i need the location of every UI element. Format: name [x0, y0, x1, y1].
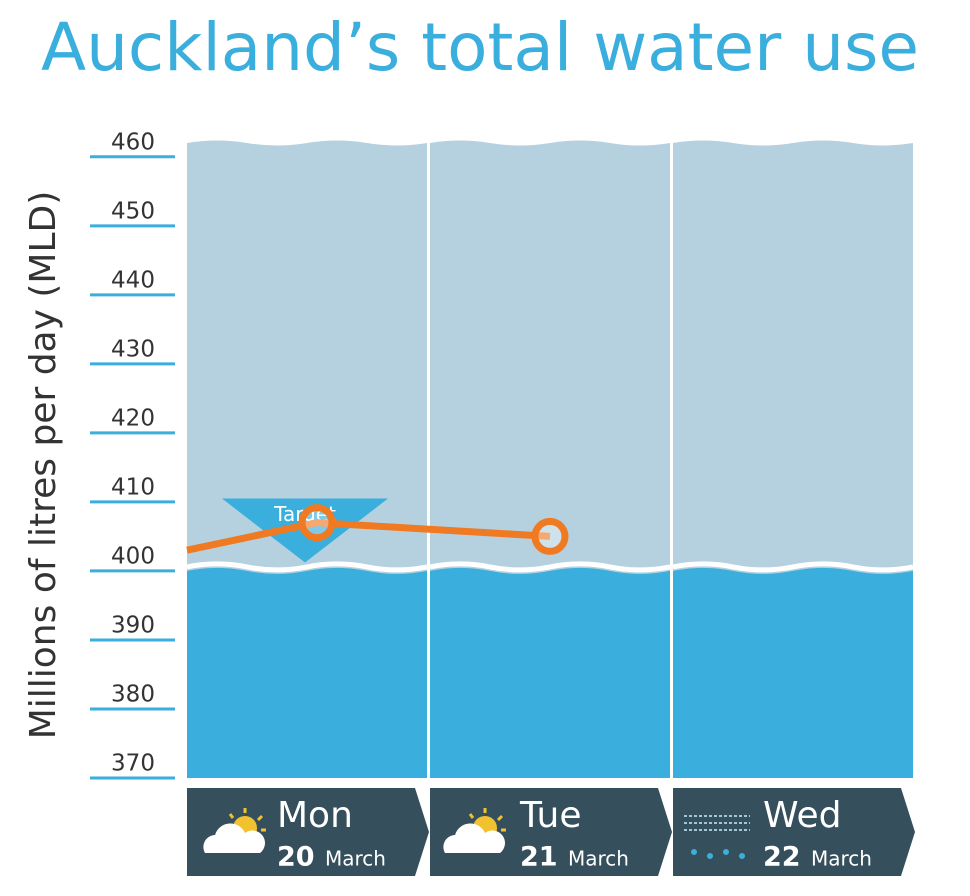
chart-title: Auckland’s total water use: [41, 9, 919, 86]
y-axis-label: Millions of litres per day (MLD): [23, 191, 64, 740]
day-name: Mon: [277, 795, 353, 836]
day-name: Wed: [763, 795, 842, 836]
day-box: [673, 788, 915, 876]
day-number: 22: [763, 842, 801, 873]
month: March: [325, 847, 386, 871]
plot: Target: [186, 498, 569, 563]
y-tick-label: 420: [111, 405, 155, 431]
y-tick-label: 380: [111, 681, 155, 707]
day-box: [430, 788, 672, 876]
point: [298, 504, 336, 542]
day-name: Tue: [519, 795, 582, 836]
water: [187, 567, 427, 778]
y-tick-label: 440: [111, 267, 155, 293]
day-box: [187, 788, 429, 876]
footer: Mon 20 March Tue 21 March Wed 22 March: [187, 788, 915, 876]
water-edge: [429, 561, 671, 573]
day-number: 21: [520, 842, 558, 873]
y-tick-label: 450: [111, 198, 155, 224]
y-tick-label: 400: [111, 543, 155, 569]
water-edge: [672, 561, 914, 573]
weather-icon: [684, 815, 750, 859]
month: March: [568, 847, 629, 871]
panels: [186, 140, 914, 778]
y-tick-label: 370: [111, 751, 155, 777]
water: [430, 567, 670, 778]
weather-icon: [203, 808, 266, 853]
water-edge: [186, 561, 428, 573]
line: [186, 519, 551, 554]
month: March: [811, 847, 872, 871]
y-tick-label: 410: [111, 474, 155, 500]
day-number: 20: [277, 842, 315, 873]
weather-icon: [443, 808, 506, 853]
y-tick-label: 430: [111, 336, 155, 362]
y-tick-label: 460: [111, 129, 155, 155]
y-tick-label: 390: [111, 612, 155, 638]
point: [531, 517, 569, 555]
water: [673, 567, 913, 778]
